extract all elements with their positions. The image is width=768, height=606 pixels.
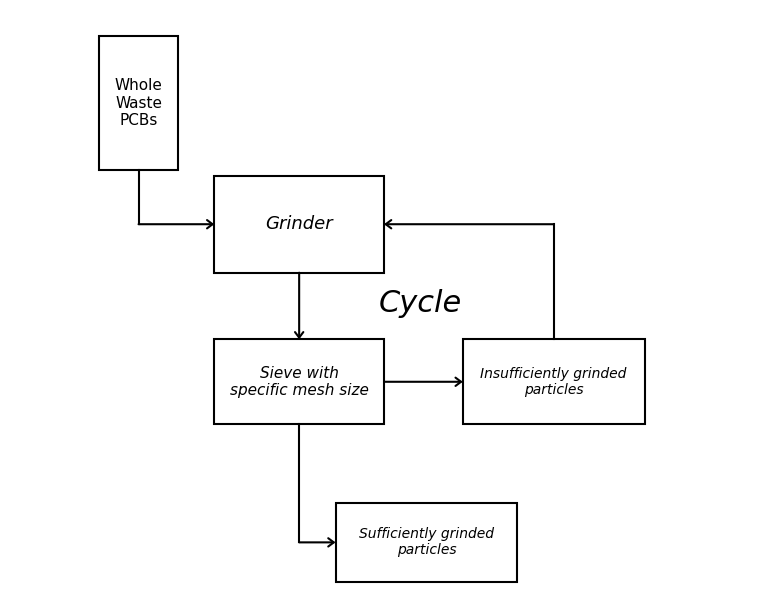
FancyBboxPatch shape	[214, 339, 384, 424]
Text: Cycle: Cycle	[379, 288, 462, 318]
Text: Whole
Waste
PCBs: Whole Waste PCBs	[114, 78, 163, 128]
Text: Sieve with
specific mesh size: Sieve with specific mesh size	[230, 365, 369, 398]
FancyBboxPatch shape	[99, 36, 178, 170]
Text: Insufficiently grinded
particles: Insufficiently grinded particles	[481, 367, 627, 397]
FancyBboxPatch shape	[336, 503, 518, 582]
FancyBboxPatch shape	[463, 339, 644, 424]
Text: Grinder: Grinder	[266, 215, 333, 233]
FancyBboxPatch shape	[214, 176, 384, 273]
Text: Sufficiently grinded
particles: Sufficiently grinded particles	[359, 527, 494, 558]
